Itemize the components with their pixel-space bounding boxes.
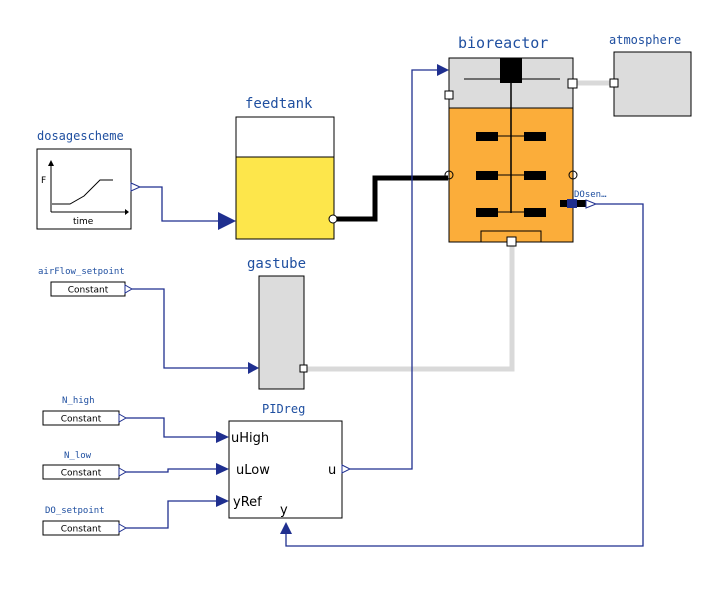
airflow-setpoint-label: airFlow_setpoint [38, 267, 125, 277]
dosage-axis-x-label: time [73, 217, 94, 227]
pidreg-input-yref: yRef [233, 495, 262, 510]
bioreactor-gas-outlet-port[interactable] [568, 79, 577, 88]
gastube-label: gastube [247, 256, 306, 272]
feedtank-liquid [236, 157, 334, 239]
pidreg-label: PIDreg [262, 402, 305, 416]
atmosphere-label: atmosphere [609, 33, 681, 47]
feedtank-block[interactable]: feedtank [236, 96, 337, 239]
do-setpoint-label: DO_setpoint [45, 506, 105, 516]
feedtank-input-arrow [218, 212, 236, 230]
bioreactor-block[interactable]: bioreactor [445, 34, 577, 246]
n-low-label: N_low [64, 451, 92, 461]
n-high-block-text: Constant [61, 415, 102, 425]
n-high-label: N_high [62, 396, 95, 406]
wire-airflow-to-gastube[interactable] [132, 289, 248, 368]
dosagescheme-label: dosagescheme [37, 129, 124, 143]
stirrer-motor [500, 58, 522, 83]
atmosphere-block[interactable]: atmosphere [609, 33, 691, 116]
feedtank-label: feedtank [245, 96, 313, 112]
bioreactor-gas-inlet-port[interactable] [507, 237, 516, 246]
pipe-feedtank-to-bioreactor[interactable] [334, 178, 448, 219]
pid-y-input-arrow [280, 522, 292, 534]
gastube-input-arrow [248, 362, 259, 374]
atmosphere-port[interactable] [610, 79, 618, 87]
gastube-outlet-port[interactable] [300, 365, 307, 372]
do-setpoint-block[interactable]: DO_setpoint Constant [43, 506, 126, 535]
do-sensor-label: DOsen… [574, 190, 607, 200]
bioreactor-input-arrow [437, 64, 449, 76]
pipe-gastube-to-bioreactor[interactable] [305, 242, 512, 369]
pidreg-output-u: u [328, 463, 336, 478]
n-low-block-text: Constant [61, 469, 102, 479]
bioreactor-left-gas-port[interactable] [445, 91, 453, 99]
wire-nhigh-to-uhigh[interactable] [126, 418, 218, 437]
wire-pid-u-to-bioreactor[interactable] [350, 70, 440, 469]
n-low-output-port[interactable] [119, 468, 126, 476]
uhigh-input-arrow [216, 431, 229, 443]
airflow-setpoint-block-text: Constant [68, 286, 109, 296]
feedtank-outlet-port[interactable] [329, 215, 337, 223]
wire-nlow-to-ulow[interactable] [126, 469, 218, 472]
ulow-input-arrow [216, 463, 229, 475]
airflow-setpoint-output-port[interactable] [125, 285, 132, 293]
do-sensor-output-port[interactable] [586, 200, 596, 208]
do-setpoint-block-text: Constant [61, 525, 102, 535]
dosagescheme-output-port[interactable] [131, 183, 140, 191]
airflow-setpoint-block[interactable]: airFlow_setpoint Constant [38, 267, 132, 296]
n-high-block[interactable]: N_high Constant [43, 396, 126, 425]
pidreg-output-port[interactable] [342, 465, 350, 473]
do-setpoint-output-port[interactable] [119, 524, 126, 532]
pidreg-block[interactable]: PIDreg uHigh uLow yRef u y [229, 402, 350, 518]
pidreg-input-uhigh: uHigh [231, 431, 269, 446]
n-low-block[interactable]: N_low Constant [43, 451, 126, 479]
bioreactor-label: bioreactor [458, 34, 548, 52]
n-high-output-port[interactable] [119, 414, 126, 422]
wire-dosetpoint-to-yref[interactable] [126, 501, 218, 528]
dosagescheme-block[interactable]: dosagescheme F time [37, 129, 140, 229]
wire-dosage-to-feedtank[interactable] [140, 187, 218, 221]
pidreg-input-y: y [280, 503, 288, 518]
dosage-axis-y-label: F [41, 176, 46, 186]
pidreg-input-ulow: uLow [236, 463, 270, 478]
yref-input-arrow [216, 495, 229, 507]
